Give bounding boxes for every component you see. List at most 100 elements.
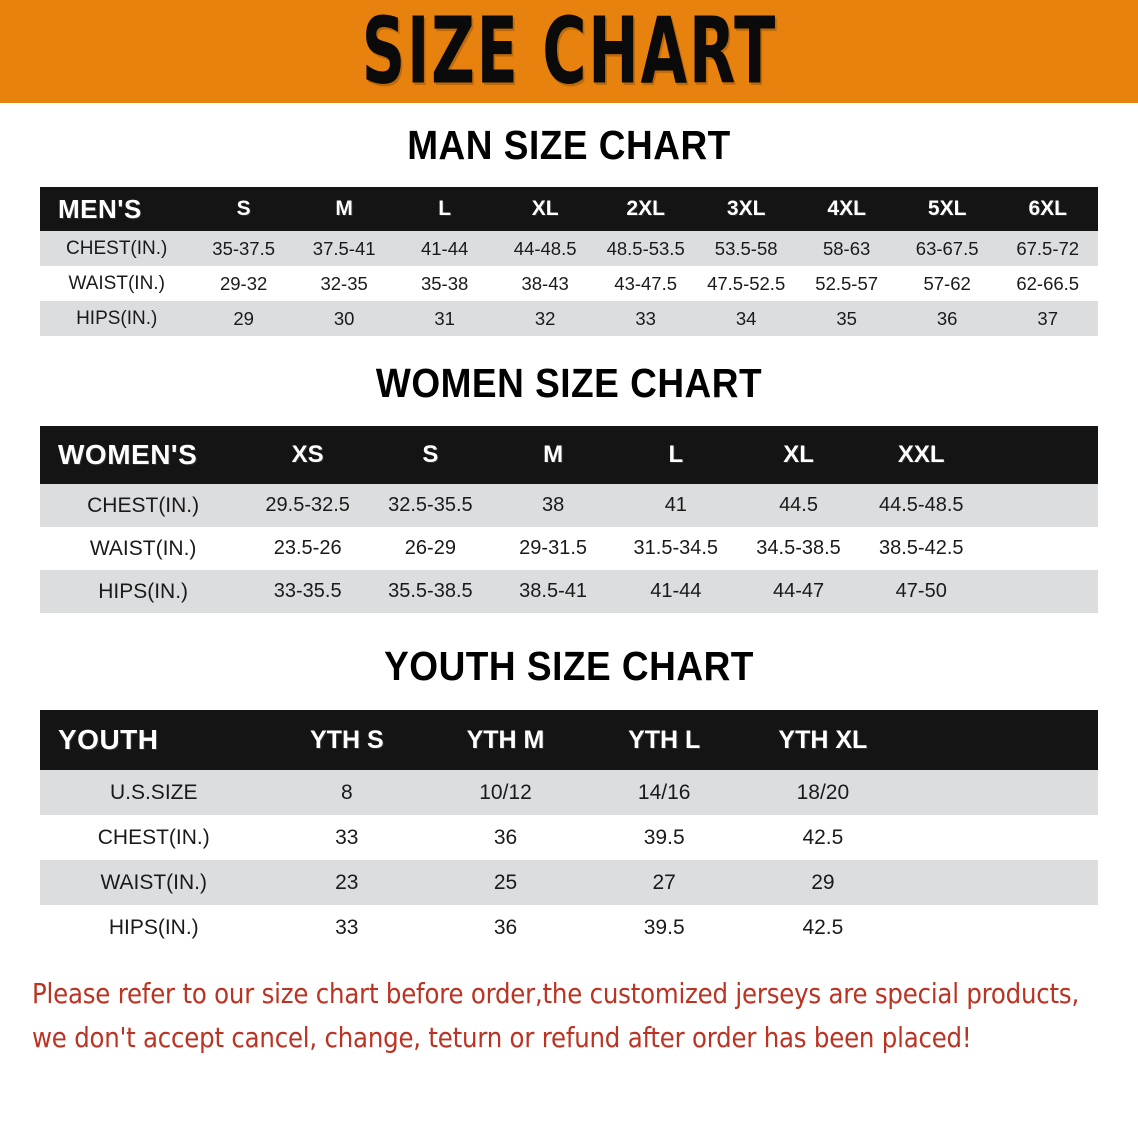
youth-cell: 39.5: [643, 915, 685, 939]
man-table-body: CHEST(IN.) 35-37.5 37.5-41 41-44 44-48.5 48.5…: [40, 231, 1098, 336]
man-table-wrap: MEN'S S M L XL 2XL 3XL 4XL 5XL 6XL CHEST(IN.) 35-3…: [40, 187, 1098, 336]
youth-size-table: YOUTH YTH S YTH M YTH L YTH XL U.S.SIZE 8 10/1…: [40, 710, 1098, 950]
women-cell: 29.5-32.5: [265, 494, 350, 516]
man-cell: 37: [1037, 307, 1058, 329]
man-size-header-xl: XL: [531, 197, 559, 220]
man-row-label: WAIST(IN.): [68, 272, 165, 294]
man-cell: 29-32: [219, 272, 268, 294]
page-banner: SIZE CHART: [0, 0, 1138, 103]
youth-size-header-yth-m: YTH M: [466, 725, 545, 754]
table-row: HIPS(IN.) 29 30 31 32 33 34 35 36 37: [40, 301, 1098, 336]
women-size-header-s: S: [422, 441, 439, 468]
man-size-header-5xl: 5XL: [927, 197, 967, 220]
man-size-header-2xl: 2XL: [626, 197, 665, 220]
youth-header-row: YOUTH YTH S YTH M YTH L YTH XL: [40, 710, 1098, 770]
man-size-table: MEN'S S M L XL 2XL 3XL 4XL 5XL 6XL CHEST(IN.) 35-3…: [40, 187, 1098, 336]
man-cell: 48.5-53.5: [606, 237, 685, 259]
youth-size-header-yth-xl: YTH XL: [778, 725, 868, 754]
man-size-header-6xl: 6XL: [1028, 197, 1067, 220]
women-cell: 32.5-35.5: [388, 494, 473, 516]
women-row-label: WAIST(IN.): [89, 536, 197, 560]
youth-cell-spacer: [902, 770, 1098, 815]
youth-section-title: YOUTH SIZE CHART: [384, 643, 754, 689]
table-row: U.S.SIZE 8 10/12 14/16 18/20: [40, 770, 1098, 815]
women-cell: 29-31.5: [519, 537, 588, 559]
man-cell: 57-62: [923, 272, 971, 294]
youth-cell-spacer: [902, 905, 1098, 950]
table-row: WAIST(IN.) 29-32 32-35 35-38 38-43 43-47.5 47.…: [40, 266, 1098, 301]
man-section-title: MAN SIZE CHART: [407, 122, 731, 168]
man-cell: 33: [635, 307, 656, 329]
man-cell: 38-43: [521, 272, 569, 294]
women-size-table: WOMEN'S XS S M L XL XXL CHEST(IN.) 29.5-32.5 32.…: [40, 426, 1098, 613]
man-table-head: MEN'S S M L XL 2XL 3XL 4XL 5XL 6XL: [40, 187, 1098, 231]
youth-table-body: U.S.SIZE 8 10/12 14/16 18/20 CHEST(IN.) 33 36 39…: [40, 770, 1098, 950]
youth-cell: 29: [811, 870, 835, 894]
youth-cell: 42.5: [802, 915, 844, 939]
youth-size-header-yth-l: YTH L: [628, 725, 701, 754]
women-header-spacer: [983, 426, 1098, 484]
youth-size-header-yth-s: YTH S: [310, 725, 384, 754]
man-cell: 32-35: [320, 272, 368, 294]
man-cell: 47.5-52.5: [707, 272, 786, 294]
women-cell: 38.5-41: [519, 580, 588, 602]
man-size-header-4xl: 4XL: [827, 197, 866, 220]
women-size-header-xxl: XXL: [897, 441, 945, 468]
women-table-head: WOMEN'S XS S M L XL XXL: [40, 426, 1098, 484]
youth-cell: 36: [493, 915, 518, 939]
table-row: CHEST(IN.) 35-37.5 37.5-41 41-44 44-48.5 48.5…: [40, 231, 1098, 266]
youth-header-spacer: [902, 710, 1098, 770]
man-cell: 43-47.5: [614, 272, 678, 294]
youth-cell: 23: [335, 870, 359, 894]
women-cell: 47-50: [895, 580, 947, 602]
man-size-header-3xl: 3XL: [726, 197, 766, 220]
youth-cell: 8: [340, 780, 353, 804]
youth-cell: 14/16: [637, 780, 691, 804]
man-size-header-l: L: [438, 197, 452, 220]
man-size-header-m: M: [335, 197, 353, 220]
women-size-header-m: M: [543, 441, 564, 468]
man-cell: 30: [333, 307, 355, 329]
man-cell: 67.5-72: [1016, 237, 1080, 259]
women-cell: 41-44: [650, 580, 702, 602]
women-cell: 44.5-48.5: [878, 494, 964, 516]
table-row: HIPS(IN.) 33 36 39.5 42.5: [40, 905, 1098, 950]
man-row-label: CHEST(IN.): [66, 237, 168, 259]
man-row-label: HIPS(IN.): [76, 307, 158, 329]
youth-cell: 10/12: [479, 780, 532, 804]
youth-cell: 18/20: [796, 780, 850, 804]
man-cell: 41-44: [420, 237, 469, 259]
women-row-label: HIPS(IN.): [98, 579, 189, 603]
women-table-wrap: WOMEN'S XS S M L XL XXL CHEST(IN.) 29.5-32.5 32.…: [40, 426, 1098, 613]
women-cell-spacer: [983, 484, 1098, 527]
table-row: WAIST(IN.) 23.5-26 26-29 29-31.5 31.5-34.5 34…: [40, 527, 1098, 570]
women-row-label: CHEST(IN.): [87, 493, 200, 517]
women-cell: 23.5-26: [273, 537, 342, 559]
women-cell: 33-35.5: [273, 580, 342, 602]
women-cell: 44.5: [779, 494, 818, 516]
youth-row-label: WAIST(IN.): [100, 870, 207, 894]
youth-cell: 36: [493, 825, 518, 849]
youth-cell: 27: [652, 870, 676, 894]
page-title: SIZE CHART: [361, 0, 777, 103]
man-cell: 36: [936, 307, 958, 329]
women-section-title: WOMEN SIZE CHART: [375, 360, 763, 406]
order-disclaimer: Please refer to our size chart before or…: [31, 972, 1079, 1060]
disclaimer-line-2: we don't accept cancel, change, teturn o…: [31, 1021, 972, 1054]
youth-row-label: CHEST(IN.): [97, 825, 210, 849]
women-cell: 44-47: [772, 580, 825, 602]
youth-cell: 33: [335, 915, 359, 939]
women-cell-spacer: [983, 570, 1098, 613]
women-size-header-xl: XL: [783, 441, 814, 468]
man-cell: 53.5-58: [714, 237, 778, 259]
man-header-row: MEN'S S M L XL 2XL 3XL 4XL 5XL 6XL: [40, 187, 1098, 231]
table-row: CHEST(IN.) 29.5-32.5 32.5-35.5 38 41 44.5 44.5…: [40, 484, 1098, 527]
man-corner-label: MEN'S: [58, 193, 142, 224]
women-table-body: CHEST(IN.) 29.5-32.5 32.5-35.5 38 41 44.5 44.5…: [40, 484, 1098, 613]
women-cell: 35.5-38.5: [388, 580, 473, 602]
man-cell: 35: [836, 307, 857, 329]
man-cell: 31: [434, 307, 455, 329]
disclaimer-line-1: Please refer to our size chart before or…: [31, 977, 1079, 1010]
man-cell: 52.5-57: [815, 272, 879, 294]
women-cell: 26-29: [404, 537, 456, 559]
